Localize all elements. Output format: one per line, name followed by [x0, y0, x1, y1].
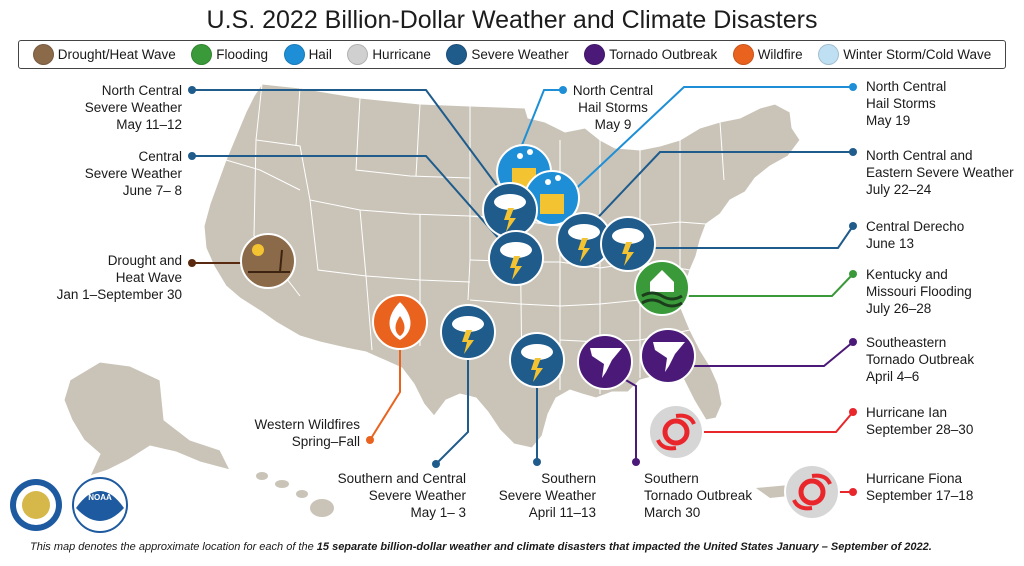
leader-dot [849, 488, 857, 496]
event-label: North Central Severe Weather May 11–12 [84, 83, 182, 132]
winter-storm-icon [818, 44, 840, 65]
leader-dot [366, 436, 374, 444]
hurricane-icon [347, 44, 369, 65]
event-label: Central Derecho June 13 [866, 219, 965, 251]
severe-weather-icon [509, 332, 565, 388]
hail-icon [283, 44, 305, 65]
hail-icon [524, 170, 580, 226]
legend-label: Winter Storm/Cold Wave [843, 47, 992, 62]
leader-dot [432, 460, 440, 468]
doc-seal-logo [10, 479, 62, 531]
severe-weather-icon [488, 230, 544, 286]
wildfire-icon [732, 44, 754, 65]
hawaii-land [256, 472, 334, 517]
footnote-text: This map denotes the approximate locatio… [30, 541, 317, 553]
leader-dot [559, 86, 567, 94]
event-label: Southeastern Tornado Outbreak April 4–6 [866, 335, 975, 384]
severe-weather-icon [600, 216, 656, 272]
legend-label: Hurricane [372, 47, 431, 62]
leader-dot [849, 338, 857, 346]
leader-dot [849, 83, 857, 91]
tornado-icon [640, 328, 696, 384]
legend-item-tornado: Tornado Outbreak [584, 44, 717, 65]
flood-icon [634, 260, 690, 316]
event-label: Southern Severe Weather April 11–13 [498, 471, 596, 520]
flood-icon [191, 44, 213, 65]
leader-dot [849, 148, 857, 156]
event-label: Western Wildfires Spring–Fall [254, 417, 360, 449]
severe-weather-icon [446, 44, 468, 65]
event-label: Kentucky and Missouri Flooding July 26–28 [866, 267, 972, 316]
event-label: Hurricane Ian September 28–30 [866, 405, 974, 437]
leader-dot [533, 458, 541, 466]
severe-weather-icon [556, 212, 612, 268]
event-label: Drought and Heat Wave Jan 1–September 30 [56, 253, 182, 302]
event-markers [240, 144, 840, 520]
legend: Drought/Heat Wave Flooding Hail Hurrican… [18, 40, 1006, 69]
hurricane-icon [784, 464, 840, 520]
leader-dots [188, 83, 857, 496]
event-label: North Central and Eastern Severe Weather J… [866, 148, 1014, 197]
leader-dot [188, 86, 196, 94]
legend-item-drought: Drought/Heat Wave [32, 44, 176, 65]
severe-weather-icon [440, 304, 496, 360]
alaska-land [63, 361, 231, 477]
severe-weather-icon [482, 182, 538, 238]
legend-label: Wildfire [757, 47, 803, 62]
leader-dot [632, 458, 640, 466]
event-label: Hurricane Fiona September 17–18 [866, 471, 974, 503]
map-title: U.S. 2022 Billion-Dollar Weather and Cli… [206, 6, 818, 34]
event-label: North Central Hail Storms May 19 [866, 79, 947, 128]
footnote-bold-text: 15 separate billion-dollar weather and c… [316, 541, 932, 553]
noaa-logo: NOAA [72, 477, 128, 533]
tornado-icon [584, 44, 606, 65]
legend-item-severe-weather: Severe Weather [446, 44, 569, 65]
leader-dot [849, 222, 857, 230]
legend-label: Flooding [216, 47, 269, 62]
legend-item-winter-storm: Winter Storm/Cold Wave [818, 44, 991, 65]
drought-icon [240, 233, 296, 289]
event-label: Central Severe Weather June 7– 8 [84, 149, 182, 198]
event-label: Southern Tornado Outbreak March 30 [644, 471, 753, 520]
noaa-logo-text: NOAA [88, 493, 112, 502]
legend-label: Drought/Heat Wave [57, 47, 176, 62]
leader-dot [188, 152, 196, 160]
legend-item-hurricane: Hurricane [347, 44, 431, 65]
legend-label: Tornado Outbreak [609, 47, 718, 62]
drought-icon [32, 44, 54, 65]
legend-item-hail: Hail [283, 44, 332, 65]
legend-label: Severe Weather [471, 47, 569, 62]
tornado-icon [577, 334, 633, 390]
wildfire-icon [372, 294, 428, 350]
footnote: This map denotes the approximate locatio… [30, 541, 932, 553]
legend-item-wildfire: Wildfire [732, 44, 803, 65]
hurricane-icon [648, 404, 704, 460]
legend-label: Hail [308, 47, 332, 62]
leader-dot [849, 408, 857, 416]
leader-dot [849, 270, 857, 278]
event-label: North Central Hail Storms May 9 [572, 83, 654, 132]
legend-item-flooding: Flooding [191, 44, 268, 65]
event-label: Southern and Central Severe Weather May 1–… [337, 471, 466, 520]
leader-dot [188, 259, 196, 267]
